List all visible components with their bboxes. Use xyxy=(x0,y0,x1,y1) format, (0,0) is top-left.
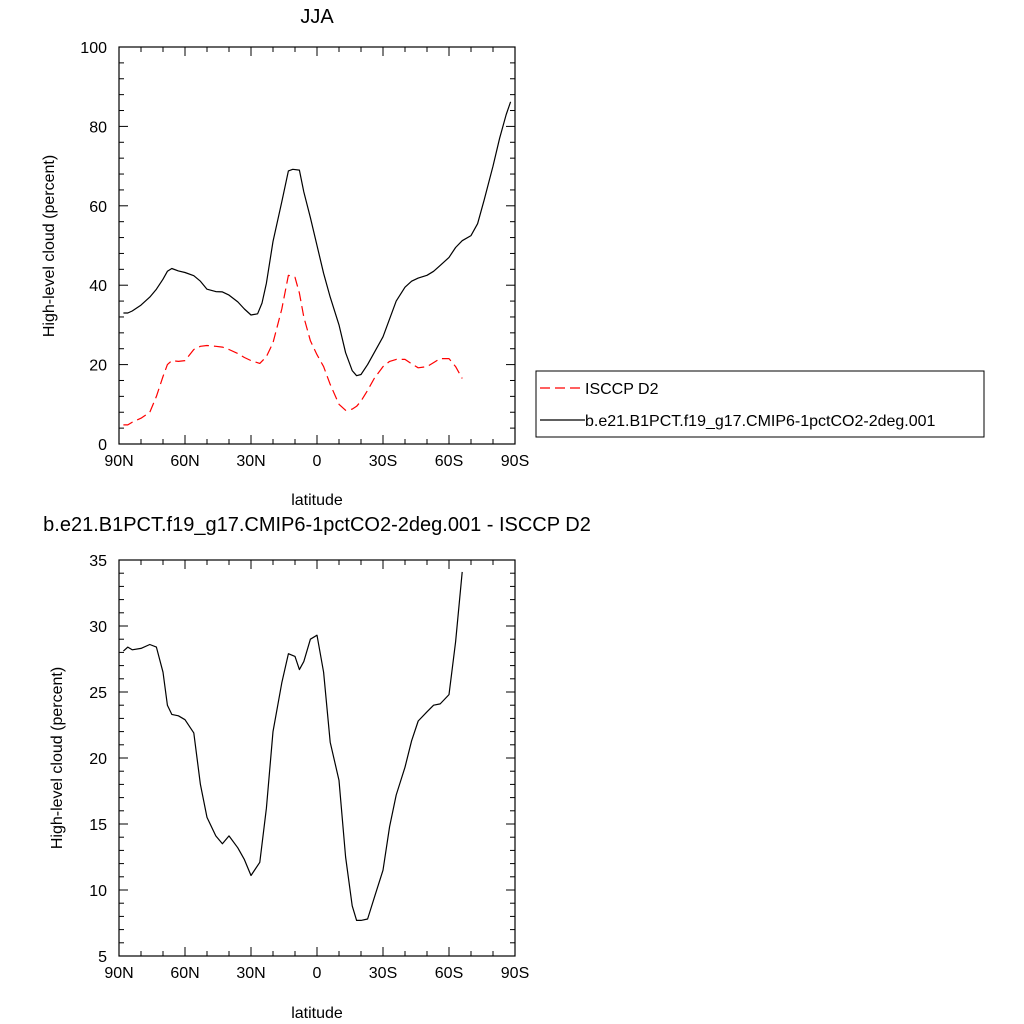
bottom-xtick-label: 60N xyxy=(170,965,199,982)
bottom-xtick-label: 90N xyxy=(104,965,133,982)
top-series-line-0 xyxy=(123,274,463,426)
top-ytick-label: 40 xyxy=(89,278,107,295)
bottom-chart-title: b.e21.B1PCT.f19_g17.CMIP6-1pctCO2-2deg.0… xyxy=(43,514,591,536)
top-ytick-label: 0 xyxy=(98,437,107,454)
top-yaxis-label: High-level cloud (percent) xyxy=(41,155,58,337)
bottom-plot-frame xyxy=(118,559,516,957)
top-ticks: 90N 60N 30N 0 30S 60S 90S 0 20 40 60 80 100 xyxy=(80,40,529,470)
top-chart-title: JJA xyxy=(300,6,334,28)
top-xtick-label: 60S xyxy=(435,453,463,470)
top-xtick-label: 0 xyxy=(313,453,322,470)
bottom-xtick-label: 30S xyxy=(369,965,397,982)
bottom-yaxis-label: High-level cloud (percent) xyxy=(49,667,66,849)
bottom-xtick-label: 0 xyxy=(313,965,322,982)
bottom-xtick-label: 90S xyxy=(501,965,529,982)
top-series-line-1 xyxy=(123,101,512,377)
bottom-series-line-0 xyxy=(122,571,463,922)
bottom-ytick-label: 10 xyxy=(89,883,107,900)
top-panel: JJA 90N 60N 30N 0 30S 60S 90S 0 20 40 60 80 100 lati… xyxy=(41,6,529,509)
bottom-xtick-label: 30N xyxy=(236,965,265,982)
bottom-xtick-label: 60S xyxy=(435,965,463,982)
top-xtick-label: 60N xyxy=(170,453,199,470)
legend-label-model: b.e21.B1PCT.f19_g17.CMIP6-1pctCO2-2deg.0… xyxy=(585,413,936,430)
bottom-ytick-label: 15 xyxy=(89,817,107,834)
bottom-ticks: 90N 60N 30N 0 30S 60S 90S 5 10 15 20 25 30 35 xyxy=(89,553,529,982)
bottom-series xyxy=(122,571,463,922)
bottom-xaxis-label: latitude xyxy=(291,1005,343,1022)
bottom-ytick-label: 25 xyxy=(89,685,107,702)
top-ytick-label: 20 xyxy=(89,358,107,375)
top-ytick-label: 100 xyxy=(80,40,107,57)
top-xtick-label: 30S xyxy=(369,453,397,470)
top-xtick-label: 90S xyxy=(501,453,529,470)
top-ytick-label: 60 xyxy=(89,199,107,216)
bottom-ytick-label: 35 xyxy=(89,553,107,570)
bottom-ytick-label: 30 xyxy=(89,619,107,636)
top-xtick-label: 30N xyxy=(236,453,265,470)
top-xtick-label: 90N xyxy=(104,453,133,470)
legend-label-isccp: ISCCP D2 xyxy=(585,381,659,398)
top-series xyxy=(123,101,512,426)
bottom-panel: b.e21.B1PCT.f19_g17.CMIP6-1pctCO2-2deg.0… xyxy=(43,514,591,1022)
bottom-ytick-label: 20 xyxy=(89,751,107,768)
top-ytick-label: 80 xyxy=(89,119,107,136)
bottom-ytick-label: 5 xyxy=(98,949,107,966)
legend: ISCCP D2 b.e21.B1PCT.f19_g17.CMIP6-1pctC… xyxy=(535,370,985,438)
legend-box xyxy=(535,370,985,438)
top-xaxis-label: latitude xyxy=(291,492,343,509)
